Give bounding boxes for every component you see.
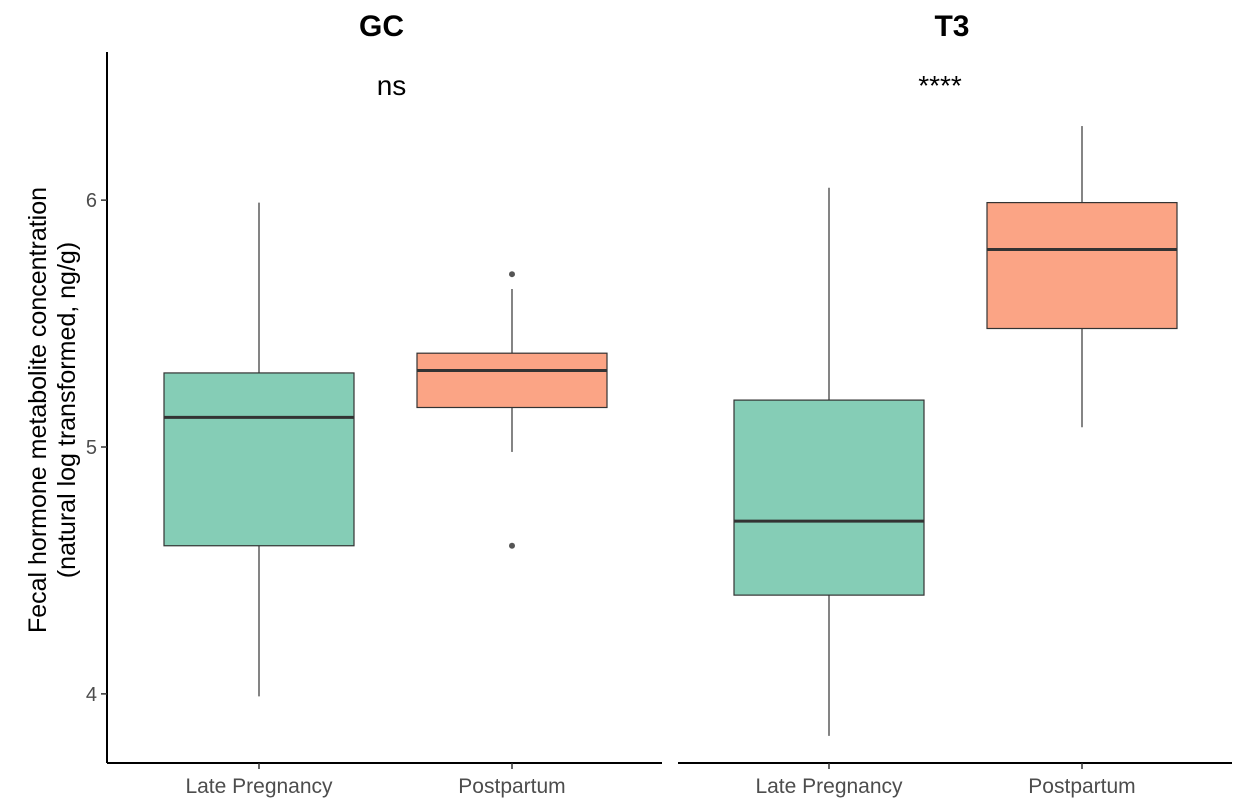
- box-late-pregnancy: [733, 187, 925, 736]
- box-postpartum: [416, 271, 608, 549]
- x-tick-label: Late Pregnancy: [755, 775, 903, 798]
- box-rect: [163, 372, 355, 547]
- chart-panels: GC ns 4 5 6 Late Pregnancy Postpartum T3 **** Lat…: [86, 10, 1232, 798]
- box-late-pregnancy: [163, 202, 355, 697]
- x-tick-label: Postpartum: [1028, 775, 1135, 798]
- panel-title: T3: [934, 10, 969, 43]
- y-tick-label: 5: [86, 437, 97, 459]
- box-rect: [416, 352, 608, 409]
- outlier-point: [509, 542, 515, 549]
- panel-gc: GC ns 4 5 6 Late Pregnancy Postpartum: [86, 10, 662, 798]
- box-rect: [733, 399, 925, 596]
- y-tick-label: 4: [86, 684, 97, 706]
- y-axis-title-line-2: (natural log transformed, ng/g): [53, 242, 81, 578]
- panel-t3: T3 **** Late Pregnancy Postpartum: [678, 10, 1232, 798]
- box-rect: [986, 201, 1178, 330]
- x-tick-label: Postpartum: [458, 775, 565, 798]
- significance-label: ****: [918, 70, 962, 101]
- y-tick-label: 6: [86, 190, 97, 212]
- panel-title: GC: [359, 10, 404, 43]
- x-tick-label: Late Pregnancy: [185, 775, 333, 798]
- outlier-point: [509, 271, 515, 278]
- y-axis-title-line-1: Fecal hormone metabolite concentration: [24, 187, 52, 633]
- significance-label: ns: [377, 70, 407, 101]
- y-axis-title: Fecal hormone metabolite concentration (…: [24, 187, 81, 633]
- box-postpartum: [986, 126, 1178, 428]
